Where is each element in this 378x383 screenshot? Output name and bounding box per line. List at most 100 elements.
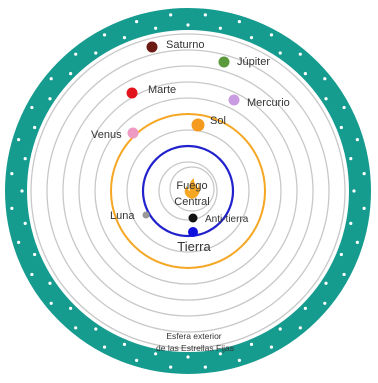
fixed-star (323, 77, 327, 81)
fixed-star (30, 105, 34, 110)
fixed-star (17, 240, 21, 244)
mars-label: Marte (148, 84, 176, 96)
central-fire: Fuego Central (169, 166, 215, 212)
fixed-star (10, 172, 14, 176)
orbit-ring (78, 81, 298, 301)
fixed-star (249, 342, 254, 346)
jupiter-label: Júpiter (237, 56, 270, 68)
fixed-star (303, 306, 307, 310)
fixed-star (203, 365, 207, 369)
moon-label: Luna (110, 210, 135, 222)
fixed-star (342, 272, 346, 277)
fixed-star (269, 345, 274, 349)
fixed-star (237, 20, 241, 24)
fixed-star (339, 125, 343, 130)
fixed-star (218, 352, 222, 356)
venus-label: Venus (91, 129, 122, 141)
fixed-star (169, 365, 173, 369)
fixed-star (23, 157, 27, 161)
fixed-star (324, 97, 328, 101)
fixed-star (17, 138, 21, 142)
fixed-star (69, 72, 73, 76)
fixed-star (303, 72, 307, 76)
fixed-star (74, 326, 78, 330)
fixed-star (218, 26, 222, 30)
venus-dot (127, 127, 139, 139)
fixed-star (339, 252, 343, 257)
fixed-star (362, 206, 366, 210)
flame-icon (184, 178, 200, 199)
fixed-star (30, 272, 34, 277)
sun-dot (191, 118, 205, 132)
orbit-ring (62, 65, 314, 317)
counter-earth-label: Anti-tierra (205, 214, 249, 225)
fixed-star (323, 301, 327, 305)
orbit-ring (158, 161, 218, 221)
fixed-star (33, 252, 37, 257)
fixed-star (135, 358, 139, 362)
orbit-ring (126, 129, 250, 253)
mars-dot (126, 87, 138, 99)
fixed-star (102, 345, 107, 349)
fixed-star (94, 327, 98, 331)
central-fire-label-line1: Fuego (176, 180, 207, 192)
fixed-star (362, 172, 366, 176)
orbit-ring (30, 33, 346, 349)
fixed-star (298, 326, 302, 330)
fixed-star (154, 26, 158, 30)
fixed-star (74, 52, 78, 56)
fixed-star (237, 358, 241, 362)
fixed-star (186, 23, 190, 27)
fixed-star (278, 327, 282, 331)
fixed-star (342, 105, 346, 110)
fixed-star (355, 138, 359, 142)
fixed-star (349, 157, 353, 161)
counter-earth-dot (188, 213, 198, 223)
fixed-star (122, 36, 127, 40)
central-fire-label-line2: Central (174, 196, 209, 208)
fixed-star (349, 221, 353, 225)
saturn-label: Saturno (166, 39, 205, 51)
fixed-star (33, 125, 37, 130)
outer-sphere-label-line2: de las Estrellas Fijas (156, 343, 234, 353)
saturn-dot (146, 41, 158, 53)
fixed-star (249, 36, 254, 40)
fixed-star (48, 281, 52, 285)
fixed-star (269, 33, 274, 37)
fixed-star (324, 281, 328, 285)
orbit-ring (94, 97, 282, 285)
fixed-star (186, 355, 190, 359)
outer-sphere-label-line1: Esfera exterior (166, 331, 221, 341)
fixed-star (154, 352, 158, 356)
fixed-stars (10, 13, 366, 369)
jupiter-dot (218, 56, 230, 68)
earth-label: Tierra (177, 239, 211, 254)
fixed-star (49, 77, 53, 81)
fixed-star (298, 52, 302, 56)
earth-dot (188, 227, 198, 237)
mercury-label: Mercurio (247, 97, 290, 109)
fixed-star (23, 221, 27, 225)
fixed-star (48, 97, 52, 101)
fixed-star (355, 240, 359, 244)
fixed-star (352, 189, 356, 193)
fixed-star (135, 20, 139, 24)
fixed-star (203, 13, 207, 17)
fixed-star (69, 306, 73, 310)
fixed-star (169, 13, 173, 17)
sun-orbit (110, 113, 266, 269)
fixed-star (20, 189, 24, 193)
fixed-star (102, 33, 107, 37)
fixed-star (94, 51, 98, 55)
fixed-star (122, 342, 127, 346)
mercury-dot (228, 94, 240, 106)
outer-sphere-ring (5, 8, 371, 374)
moon-dot (142, 211, 150, 219)
fixed-star (278, 51, 282, 55)
earth-orbit (141, 144, 235, 238)
orbit-rings (30, 33, 346, 349)
fixed-star (10, 206, 14, 210)
sun-label: Sol (210, 115, 226, 127)
orbit-ring (46, 49, 330, 333)
